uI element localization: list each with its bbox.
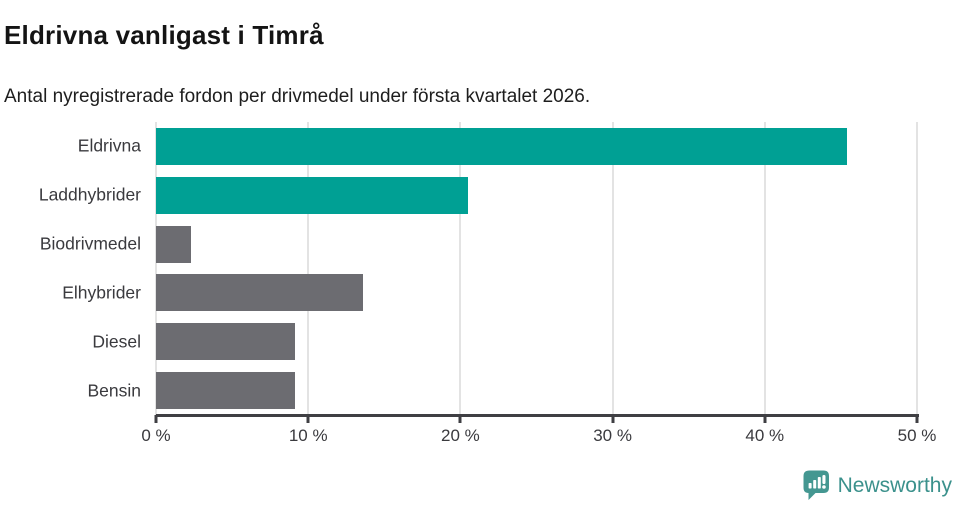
x-axis-tick (611, 415, 615, 423)
gridline (459, 122, 462, 415)
x-axis-tick-label: 30 % (593, 426, 632, 445)
x-axis-tick (763, 415, 767, 423)
category-label: Diesel (92, 331, 141, 352)
bar-rows: Eldrivna Laddhybrider Biodrivmedel Elhybrid… (39, 122, 917, 415)
bar-diesel (156, 323, 295, 361)
gridline (763, 122, 766, 415)
x-axis-tick-label: 40 % (745, 426, 785, 445)
bar-row: Diesel (92, 317, 917, 366)
gridline (155, 122, 157, 415)
bar-row: Laddhybrider (39, 171, 917, 220)
x-axis-tick (154, 415, 158, 423)
newsworthy-speech-bubble-chart-icon (803, 470, 829, 500)
gridline (611, 122, 614, 415)
chart-subtitle: Antal nyregistrerade fordon per drivmede… (4, 86, 591, 107)
x-axis-tick (915, 415, 919, 423)
brand-name: Newsworthy (837, 473, 952, 497)
bar-elhybrider (156, 274, 363, 312)
category-label: Elhybrider (62, 282, 141, 303)
bar-biodrivmedel (156, 225, 191, 263)
bar-row: Eldrivna (78, 122, 917, 171)
bar-chart-plot-area: Eldrivna Laddhybrider Biodrivmedel Elhybrid… (39, 122, 936, 445)
bar-laddhybrider (156, 176, 468, 214)
category-label: Biodrivmedel (39, 233, 141, 254)
bar-eldrivna (156, 127, 847, 165)
x-axis-tick-label: 20 % (441, 426, 480, 445)
bar-row: Bensin (87, 366, 917, 415)
chart-title: Eldrivna vanligast i Timrå (4, 20, 324, 51)
category-label: Bensin (87, 380, 141, 401)
x-axis-tick-label: 50 % (897, 426, 937, 445)
x-axis-tick-label: 10 % (288, 426, 328, 445)
x-axis-line (156, 414, 919, 417)
x-axis-tick (458, 415, 462, 423)
bar-bensin (156, 372, 295, 410)
gridline (307, 122, 310, 415)
gridline (916, 122, 918, 415)
category-label: Laddhybrider (38, 184, 141, 205)
x-axis-tick-label: 0 % (141, 426, 171, 445)
bar-row: Biodrivmedel (40, 220, 917, 269)
brand-footer: Newsworthy (803, 470, 952, 501)
x-axis-tick (306, 415, 310, 423)
category-label: Eldrivna (77, 135, 141, 156)
bar-row: Elhybrider (62, 268, 917, 317)
